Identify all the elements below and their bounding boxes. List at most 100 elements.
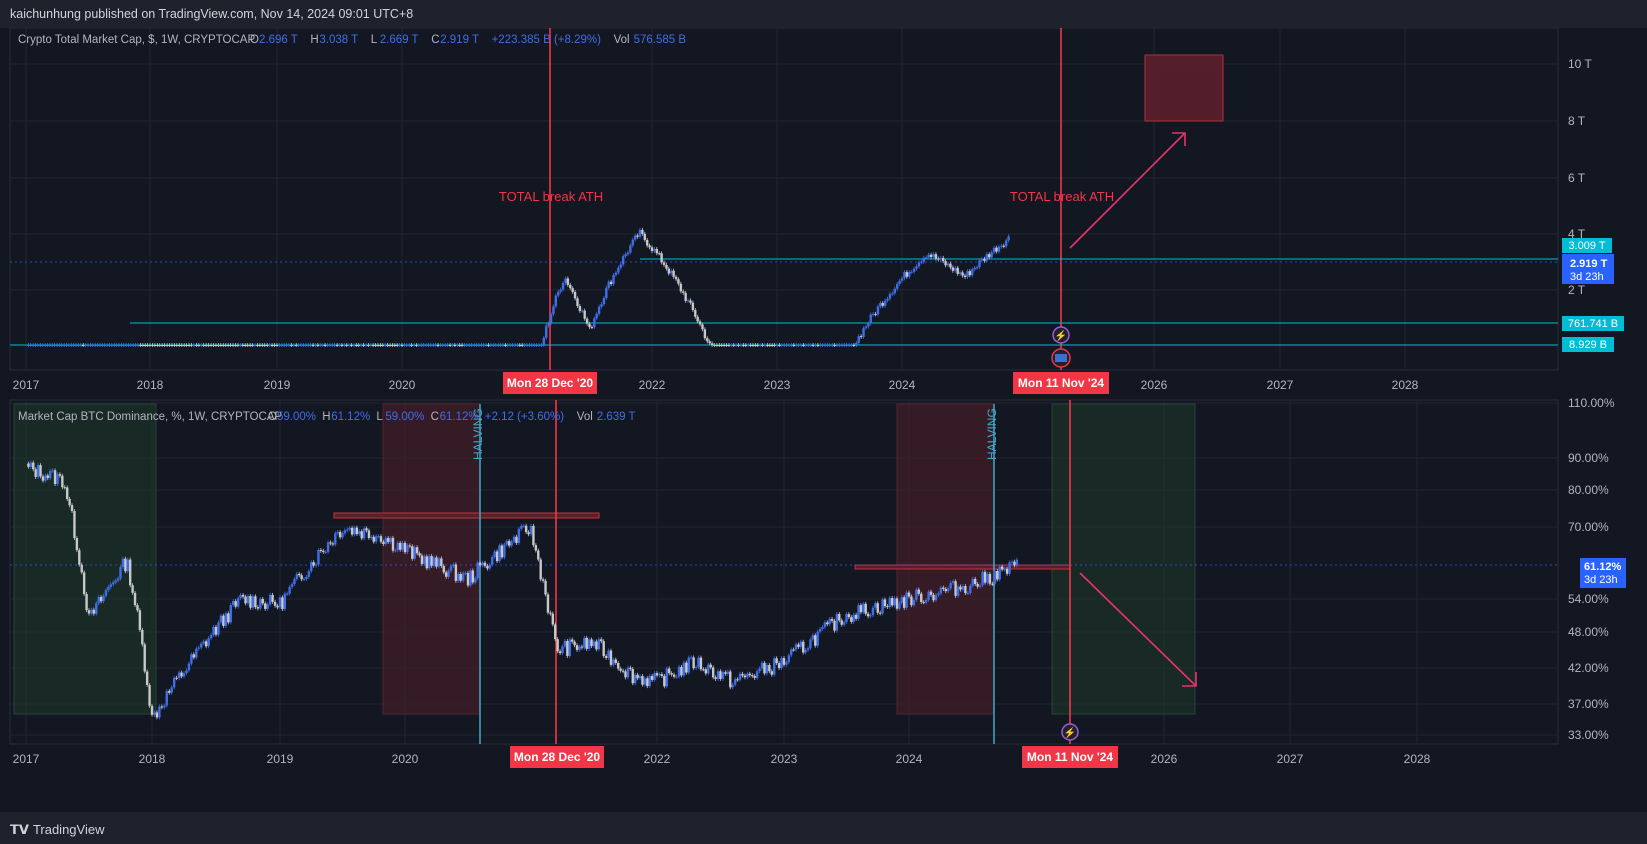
candle-body: [491, 556, 494, 565]
candle-body: [619, 264, 622, 268]
candle-body: [232, 601, 235, 605]
candle-body: [1008, 562, 1011, 574]
candle-body: [981, 571, 984, 586]
candle-body: [202, 641, 205, 644]
candle-body: [391, 345, 394, 346]
bottom-time-axis[interactable]: 2017 2018 2019 2020 2022 2023 2024 2026 2027 2028: [13, 752, 1431, 766]
svg-text:Mon 11 Nov '24: Mon 11 Nov '24: [1027, 750, 1114, 764]
candle-body: [756, 345, 759, 346]
candle-body: [266, 604, 269, 609]
candle-body: [271, 594, 274, 602]
candle-body: [512, 536, 516, 542]
candle-body: [136, 345, 140, 346]
candle-body: [612, 274, 615, 284]
top-time-axis[interactable]: 2017 2018 2019 2020 2022 2023 2024 2026 2027 2028: [13, 378, 1419, 392]
candle-body: [27, 463, 30, 467]
candle-body: [465, 345, 469, 346]
candle-body: [963, 275, 967, 277]
lightning-icon-bottom[interactable]: [1061, 723, 1079, 741]
candle-body: [765, 664, 769, 674]
candle-body: [564, 278, 567, 283]
candle-body: [353, 527, 356, 535]
candle-body: [112, 582, 115, 585]
resistance-box-1: [333, 512, 600, 519]
candle-body: [787, 655, 791, 663]
candle-body: [420, 555, 424, 564]
candle-body: [988, 573, 992, 584]
candle-body: [251, 345, 254, 346]
candle-body: [907, 592, 911, 597]
ohlc-key-O: O: [250, 34, 259, 46]
candle-body: [72, 345, 75, 346]
candle-body: [175, 677, 178, 679]
bottom-panel[interactable]: HALVING HALVING ⚡ Market Cap BTC Dominan…: [10, 396, 1626, 744]
candle-body: [436, 345, 440, 346]
candle-body: [420, 345, 423, 346]
candle-body: [1004, 240, 1008, 247]
candle-body: [571, 288, 574, 292]
candle-body: [746, 345, 750, 346]
candle-body: [655, 673, 659, 676]
candle-body: [744, 345, 747, 346]
candle-body: [258, 345, 262, 346]
chart-canvas[interactable]: Crypto Total Market Cap, $, 1W, CRYPTOCA…: [0, 28, 1647, 812]
candle-body: [732, 345, 735, 346]
candle-body: [148, 345, 152, 346]
candle-body: [451, 345, 454, 346]
candle-body: [429, 345, 433, 346]
top-panel[interactable]: Crypto Total Market Cap, $, 1W, CRYPTOCA…: [10, 28, 1624, 370]
tradingview-logo[interactable]: 𝗧𝗩 TradingView: [10, 822, 104, 838]
candle-body: [124, 345, 128, 346]
candle-body: [168, 690, 171, 693]
ohlc-key-L: L: [376, 411, 383, 423]
candle-body: [702, 669, 705, 671]
ohlc-key-C: C: [431, 411, 439, 423]
candle-body: [859, 605, 863, 613]
candle-body: [742, 345, 745, 346]
candle-body: [134, 345, 137, 346]
candle-body: [379, 536, 383, 542]
ohlc-val-O: 59.00%: [277, 411, 316, 423]
candle-body: [850, 345, 853, 346]
bottom-y-tick: 80.00%: [1568, 483, 1609, 497]
candle-body: [413, 547, 416, 559]
candle-body: [845, 614, 848, 623]
candle-body: [302, 578, 306, 580]
top-symbol: Crypto Total Market Cap, $, 1W, CRYPTOCA…: [18, 34, 255, 46]
candle-body: [395, 345, 399, 346]
candle-body: [496, 345, 500, 346]
candle-body: [583, 310, 586, 319]
candle-body: [143, 644, 146, 672]
candle-body: [483, 562, 487, 566]
candle-body: [549, 612, 552, 614]
candle-body: [823, 622, 827, 628]
candle-body: [153, 345, 157, 346]
candle-body: [626, 252, 630, 255]
candle-body: [43, 345, 47, 346]
candle-body: [454, 564, 458, 581]
candle-body: [777, 663, 781, 669]
candle-body: [682, 291, 685, 293]
candle-body: [498, 545, 501, 562]
candle-body: [155, 712, 159, 718]
candle-body: [539, 559, 542, 580]
candle-body: [49, 470, 52, 479]
candle-body: [540, 345, 543, 346]
label-761b: [1562, 316, 1624, 331]
candle-body: [428, 556, 431, 569]
candle-body: [593, 318, 596, 328]
candle-body: [129, 345, 133, 346]
candle-body: [460, 345, 464, 346]
top-x-tick-2024: 2024: [889, 378, 916, 392]
candle-body: [558, 651, 562, 654]
candle-body: [165, 345, 169, 346]
candle-body: [715, 345, 719, 346]
candle-body: [489, 345, 493, 346]
candle-body: [942, 587, 945, 589]
candle-body: [51, 345, 54, 346]
candle-body: [70, 505, 74, 512]
candle-body: [1000, 566, 1004, 570]
lightning-icon[interactable]: [1052, 326, 1070, 344]
candle-body: [954, 581, 957, 596]
candle-body: [481, 562, 484, 566]
